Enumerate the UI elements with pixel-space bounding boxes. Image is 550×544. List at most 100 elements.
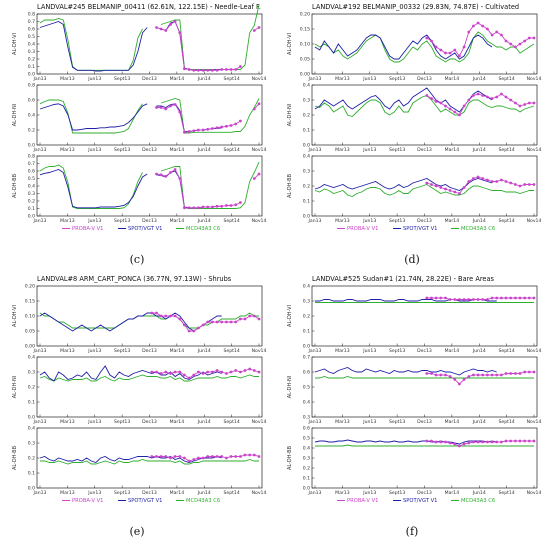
data-point	[476, 92, 480, 96]
data-point	[197, 68, 200, 72]
y-tick-label: 0.2	[28, 199, 35, 205]
data-point	[490, 97, 494, 100]
x-tick-label: Sept13	[114, 218, 130, 224]
x-tick-label: Mar13	[335, 147, 350, 153]
data-point	[439, 101, 443, 105]
data-point	[225, 204, 228, 207]
data-point	[234, 369, 238, 372]
data-point	[472, 440, 475, 444]
chart-title: LANDVAL#245 BELMANIP_00411 (62.61N, 122.…	[37, 3, 261, 11]
data-point	[252, 314, 256, 318]
y-tick-label: 0.3	[303, 299, 310, 305]
data-point	[495, 296, 499, 300]
data-point	[467, 180, 471, 183]
plot-frame	[311, 427, 538, 489]
y-tick-label: 0.3	[28, 441, 35, 447]
legend-entry: PROBA-V V1	[72, 498, 103, 504]
x-tick-label: Mar14	[170, 348, 185, 354]
data-point	[467, 441, 471, 445]
data-point	[476, 298, 480, 301]
data-point	[500, 373, 503, 377]
data-point	[472, 94, 475, 97]
data-point	[462, 298, 466, 301]
series-line-mcd43a3-c6	[315, 376, 534, 379]
plot-frame	[311, 285, 538, 347]
series-line-mcd43a3-c6	[39, 98, 260, 134]
data-point	[206, 68, 210, 72]
data-point	[495, 180, 499, 183]
data-point	[430, 183, 433, 186]
data-point	[178, 455, 182, 458]
y-tick-label: 0.2	[28, 128, 35, 134]
x-tick-label: Sept13	[114, 76, 130, 82]
data-point	[225, 372, 228, 375]
y-axis-label: AL-DH-VI	[287, 305, 293, 327]
data-point	[155, 370, 158, 374]
x-tick-label: Sept13	[114, 490, 130, 496]
plot-frame	[311, 155, 538, 217]
data-point	[229, 455, 233, 458]
x-tick-label: Dec13	[142, 490, 157, 496]
data-point	[490, 33, 494, 37]
data-point	[532, 296, 536, 300]
data-point	[462, 378, 466, 381]
data-point	[239, 201, 242, 204]
data-point	[467, 30, 471, 34]
x-tick-label: Nov14	[527, 348, 542, 354]
plot-panel: 0.0 0.1 0.2 0.3 0.4 AL-DH-VI Jan13 Mar13 Jun13 Se…	[287, 284, 541, 354]
data-point	[164, 314, 168, 318]
y-tick-label: 0.1	[28, 206, 35, 212]
data-point	[197, 206, 200, 210]
data-point	[187, 206, 191, 210]
data-point	[159, 455, 163, 458]
x-tick-label: Jun13	[362, 76, 376, 82]
x-tick-label: Dec13	[142, 348, 157, 354]
x-tick-label: Nov14	[252, 348, 267, 354]
legend-entry: SPOT/VGT V1	[403, 498, 437, 504]
data-point	[164, 455, 168, 458]
series-line-mcd43a3-c6	[314, 184, 534, 197]
x-tick-label: Mar13	[335, 348, 350, 354]
data-point	[173, 103, 177, 106]
x-tick-label: Sept13	[389, 348, 405, 354]
data-point	[229, 68, 233, 71]
data-point	[495, 373, 499, 377]
data-point	[439, 48, 443, 52]
x-tick-label: Sept13	[389, 218, 405, 224]
data-point	[481, 94, 485, 97]
x-tick-label: Jan13	[308, 419, 322, 425]
y-tick-label: 0.2	[28, 385, 35, 391]
x-tick-label: Jan13	[33, 76, 47, 82]
y-tick-label: 0.20	[25, 284, 35, 290]
data-point	[257, 317, 261, 321]
data-point	[178, 370, 182, 374]
y-tick-label: 0.15	[25, 299, 35, 305]
chart-block: LANDVAL#8 ARM_CART_PONCA (36.77N, 97.13W…	[12, 275, 266, 538]
chart-title: LANDVAL#525 Sudan#1 (21.74N, 28.22E) - B…	[312, 275, 495, 283]
data-point	[159, 106, 163, 109]
x-tick-label: Mar14	[445, 218, 460, 224]
data-point	[173, 314, 177, 318]
plot-panel: 0.0 0.1 0.2 0.3 0.4 AL-DH-NI Jan13 Mar13 Jun13 Se…	[287, 83, 541, 153]
series-line-mcd43a3-c6	[40, 459, 259, 465]
data-point	[425, 181, 429, 185]
data-point	[481, 24, 485, 28]
y-tick-label: 0.3	[303, 98, 310, 104]
x-tick-label: Sept14	[498, 490, 514, 496]
data-point	[197, 326, 200, 330]
x-tick-label: Jan13	[33, 147, 47, 153]
data-point	[514, 372, 517, 375]
data-point	[220, 455, 224, 458]
data-point	[211, 127, 214, 130]
x-tick-label: Dec13	[417, 76, 432, 82]
data-point	[509, 439, 513, 443]
y-tick-label: 0.0	[303, 214, 310, 220]
x-tick-label: Jun13	[362, 490, 376, 496]
data-point	[201, 372, 205, 375]
y-tick-label: 0.1	[303, 476, 310, 482]
data-point	[504, 180, 508, 183]
data-point	[220, 125, 224, 129]
series-line-mcd43a3-c6	[39, 374, 259, 382]
data-point	[518, 372, 522, 375]
data-point	[523, 183, 527, 186]
